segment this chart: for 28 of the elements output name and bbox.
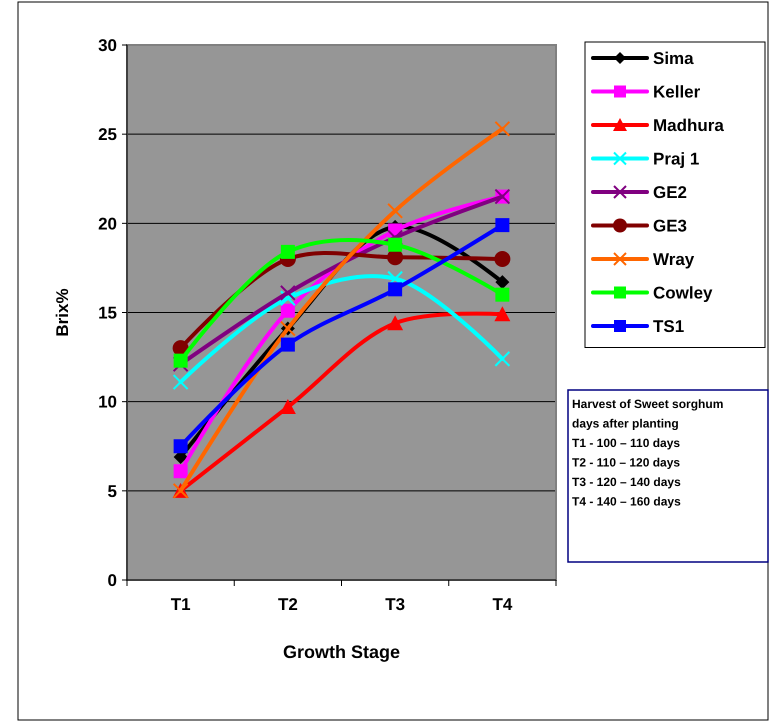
y-axis-title: Brix% [53, 288, 72, 337]
legend-label: Wray [653, 250, 695, 269]
x-axis-title: Growth Stage [282, 642, 400, 662]
text: days after planting [572, 416, 679, 431]
y-tick-label: 30 [98, 36, 117, 55]
legend-label: GE3 [653, 216, 688, 236]
text: T1 - 100 – 110 days [572, 436, 680, 450]
y-tick-label: 20 [98, 214, 117, 234]
text: T4 - 140 – 160 days [572, 494, 682, 509]
legend-label: Keller [653, 82, 701, 102]
legend-label: Cowley [653, 283, 714, 302]
legend-label: GE2 [653, 182, 688, 202]
text: T3 - 120 – 140 days [572, 475, 682, 490]
legend-label: Sima [653, 48, 694, 68]
x-tick-label: T4 [492, 595, 513, 614]
y-tick-label: 15 [98, 303, 117, 322]
legend-label: TS1 [653, 316, 684, 336]
text: T2 - 110 – 120 days [572, 456, 680, 470]
y-tick-label: 5 [108, 482, 117, 501]
text: Harvest of Sweet sorghum [572, 397, 724, 412]
x-tick-label: T1 [170, 595, 191, 614]
x-tick-label: T3 [385, 595, 406, 614]
legend-label: Praj 1 [653, 149, 700, 168]
legend-label: Madhura [653, 116, 724, 135]
y-tick-label: 0 [108, 570, 117, 590]
x-tick-label: T2 [278, 595, 298, 614]
y-tick-label: 10 [98, 392, 117, 412]
y-tick-label: 25 [98, 125, 117, 144]
